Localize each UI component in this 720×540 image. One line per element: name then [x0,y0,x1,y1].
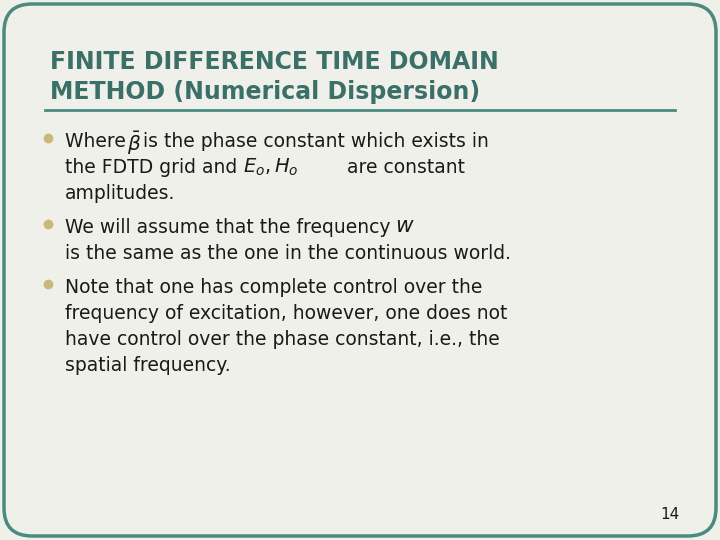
Text: is the phase constant which exists in: is the phase constant which exists in [143,132,489,151]
Text: amplitudes.: amplitudes. [65,184,176,203]
Text: $E_o, H_o$: $E_o, H_o$ [243,157,299,178]
Text: Note that one has complete control over the: Note that one has complete control over … [65,278,482,297]
Text: 14: 14 [661,507,680,522]
Text: is the same as the one in the continuous world.: is the same as the one in the continuous… [65,244,511,263]
Text: are constant: are constant [335,158,465,177]
Text: We will assume that the frequency: We will assume that the frequency [65,218,402,237]
Text: Where: Where [65,132,132,151]
Text: FINITE DIFFERENCE TIME DOMAIN: FINITE DIFFERENCE TIME DOMAIN [50,50,499,74]
Text: have control over the phase constant, i.e., the: have control over the phase constant, i.… [65,330,500,349]
Text: frequency of excitation, however, one does not: frequency of excitation, however, one do… [65,304,508,323]
Text: METHOD (Numerical Dispersion): METHOD (Numerical Dispersion) [50,80,480,104]
FancyBboxPatch shape [4,4,716,536]
Text: the FDTD grid and: the FDTD grid and [65,158,249,177]
Text: spatial frequency.: spatial frequency. [65,356,230,375]
Text: $w$: $w$ [395,216,415,236]
Text: $\bar{\beta}$: $\bar{\beta}$ [127,130,141,157]
